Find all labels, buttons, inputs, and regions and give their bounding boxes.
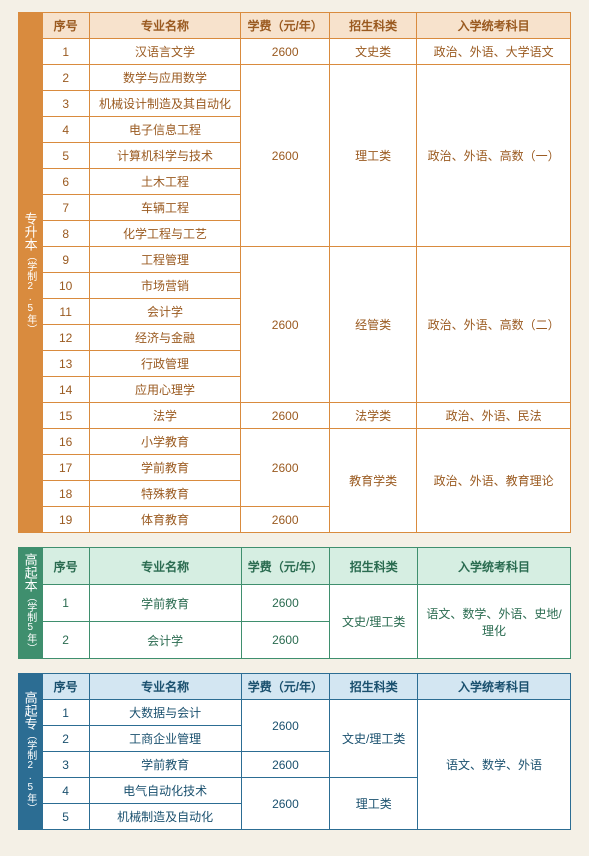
- th-exam: 入学统考科目: [417, 13, 571, 39]
- table-row: 15法学2600法学类政治、外语、民法: [42, 403, 570, 429]
- table-row: 1汉语言文学2600文史类政治、外语、大学语文: [42, 39, 570, 65]
- th-cat: 招生科类: [329, 13, 416, 39]
- tab-zsb-sub: （学制2.5年）: [24, 251, 36, 334]
- section-gqz: 高起专 （学制2.5年） 序号 专业名称 学费（元/年） 招生科类 入学统考科目…: [18, 673, 571, 830]
- table-zsb: 序号 专业名称 学费（元/年） 招生科类 入学统考科目 1汉语言文学2600文史…: [42, 12, 571, 533]
- tab-zsb: 专升本 （学制2.5年）: [18, 12, 42, 533]
- table-header-row: 序号 专业名称 学费（元/年） 招生科类 入学统考科目: [42, 674, 570, 700]
- table-row: 1大数据与会计2600文史/理工类语文、数学、外语: [42, 700, 570, 726]
- section-gqb: 高起本 （学制5年） 序号 专业名称 学费（元/年） 招生科类 入学统考科目 1…: [18, 547, 571, 659]
- th-name: 专业名称: [89, 13, 241, 39]
- tab-gqb: 高起本 （学制5年）: [18, 547, 42, 659]
- table-header-row: 序号 专业名称 学费（元/年） 招生科类 入学统考科目: [42, 548, 570, 585]
- tab-gqz-title: 高起专: [22, 691, 38, 730]
- th-fee: 学费（元/年）: [241, 13, 330, 39]
- tab-gqb-sub: （学制5年）: [24, 592, 36, 653]
- section-zsb: 专升本 （学制2.5年） 序号 专业名称 学费（元/年） 招生科类 入学统考科目…: [18, 12, 571, 533]
- tab-zsb-title: 专升本: [22, 212, 38, 251]
- th-idx: 序号: [42, 13, 89, 39]
- table-gqb: 序号 专业名称 学费（元/年） 招生科类 入学统考科目 1学前教育2600文史/…: [42, 547, 571, 659]
- tab-gqb-title: 高起本: [22, 553, 38, 592]
- table-row: 16小学教育2600教育学类政治、外语、教育理论: [42, 429, 570, 455]
- tab-gqz-sub: （学制2.5年）: [24, 730, 36, 813]
- table-row: 2数学与应用数学2600理工类政治、外语、高数（一）: [42, 65, 570, 91]
- table-header-row: 序号 专业名称 学费（元/年） 招生科类 入学统考科目: [42, 13, 570, 39]
- tab-gqz: 高起专 （学制2.5年）: [18, 673, 42, 830]
- table-gqz: 序号 专业名称 学费（元/年） 招生科类 入学统考科目 1大数据与会计2600文…: [42, 673, 571, 830]
- table-row: 9工程管理2600经管类政治、外语、高数（二）: [42, 247, 570, 273]
- table-row: 1学前教育2600文史/理工类语文、数学、外语、史地/理化: [42, 585, 570, 622]
